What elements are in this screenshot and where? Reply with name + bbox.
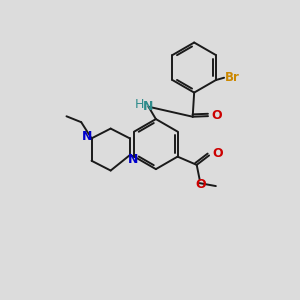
Text: O: O bbox=[212, 148, 223, 160]
Text: Br: Br bbox=[225, 70, 240, 84]
Text: N: N bbox=[128, 153, 139, 166]
Text: H: H bbox=[134, 98, 144, 111]
Text: N: N bbox=[82, 130, 92, 143]
Text: O: O bbox=[212, 109, 223, 122]
Text: O: O bbox=[196, 178, 206, 191]
Text: N: N bbox=[143, 100, 154, 113]
